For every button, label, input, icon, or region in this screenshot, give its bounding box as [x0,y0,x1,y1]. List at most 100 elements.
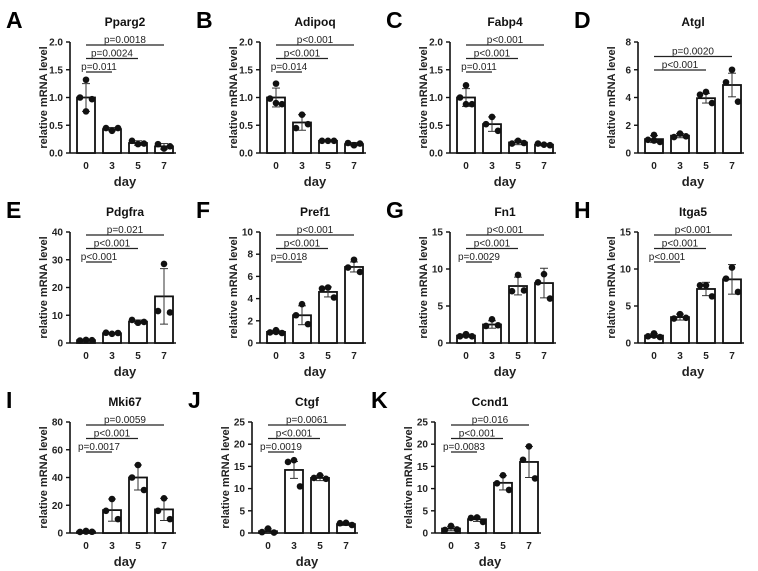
x-tick-label: 7 [161,161,167,172]
data-point [650,332,658,339]
p-value-label: p=0.0024 [91,49,133,60]
y-tick-label: 1.0 [429,93,443,104]
p-value-label: p<0.001 [649,252,686,263]
y-tick-label: 0 [625,339,631,350]
data-point [140,140,148,147]
data-point [520,287,528,294]
data-point [154,307,162,315]
x-tick-label: 5 [703,351,709,362]
y-tick-label: 0 [57,529,63,540]
data-point [493,479,501,487]
data-point [514,271,522,279]
x-tick-label: 7 [541,351,547,362]
y-tick-label: 0 [625,149,631,160]
y-axis-label: relative mRNA level [403,426,415,528]
x-tick-label: 3 [291,541,297,552]
p-value-label: p<0.001 [675,225,712,236]
data-point [676,310,684,318]
x-tick-label: 0 [273,351,279,362]
panel-e: E Pdgfra relative mRNA level day 0 10 20 30 40 0 3… [6,197,176,379]
data-point [134,140,142,148]
x-axis-label: day [682,364,705,379]
x-axis-label: day [296,554,319,569]
y-tick-label: 15 [432,228,444,239]
data-point [473,514,481,521]
data-point [160,260,168,268]
data-point [494,127,502,135]
y-tick-label: 10 [432,265,444,276]
p-value-label: p=0.0019 [260,442,302,453]
data-point [456,333,464,340]
data-point [88,95,96,103]
data-point [462,81,470,89]
data-point [508,287,516,295]
data-point [166,515,174,523]
y-tick-label: 10 [242,228,254,239]
data-point [166,309,174,316]
y-tick-label: 20 [234,440,246,451]
p-value-label: p<0.001 [474,239,511,250]
x-tick-label: 3 [474,541,480,552]
data-point [264,525,272,532]
data-point [108,330,116,338]
x-tick-label: 7 [526,541,532,552]
panel-f: F Pref1 relative mRNA level day 0 2 4 6 8 10 0 3 5 7 p… [196,197,366,379]
y-tick-label: 0.0 [239,149,253,160]
data-point [682,314,690,322]
panel-a: A Pparg2 relative mRNA level day 0.0 0.5 1.0 1.… [6,7,176,189]
data-point [266,329,274,336]
data-point [670,315,678,322]
data-point [650,131,658,139]
x-tick-label: 7 [541,161,547,172]
data-point [88,336,96,344]
panel-letter: B [196,7,213,33]
p-value-label: p=0.0059 [104,415,146,426]
data-point [546,141,554,149]
data-point [488,113,496,121]
data-point [296,483,304,490]
p-value-label: p<0.001 [81,252,118,263]
y-tick-label: 15 [620,228,632,239]
panel-title: Ctgf [295,395,320,409]
y-axis-label: relative mRNA level [606,236,618,338]
data-point [488,316,496,323]
x-tick-label: 3 [489,351,495,362]
data-point [76,94,84,101]
data-point [336,519,344,527]
y-tick-label: 2 [625,121,631,132]
x-tick-label: 7 [351,351,357,362]
y-axis-label: relative mRNA level [418,46,430,148]
p-value-label: p<0.001 [474,49,511,60]
data-point [76,337,84,344]
y-tick-label: 5 [437,302,443,313]
data-point [128,316,136,324]
data-point [102,124,110,132]
panel-title: Itga5 [679,205,707,219]
data-point [160,145,168,152]
x-tick-label: 5 [515,351,521,362]
data-point [108,127,116,135]
y-tick-label: 2.0 [49,38,63,49]
y-tick-label: 0 [57,339,63,350]
y-tick-label: 15 [234,462,246,473]
data-point [453,526,461,533]
y-tick-label: 0 [239,529,245,540]
x-tick-label: 7 [161,351,167,362]
data-point [82,336,90,344]
data-point [482,322,490,330]
data-point [534,279,542,286]
x-tick-label: 5 [703,161,709,172]
y-tick-label: 1.5 [49,65,63,76]
data-point [482,120,490,128]
data-point [108,495,116,503]
y-tick-label: 2 [247,316,253,327]
data-point [324,284,332,291]
data-point [462,332,470,339]
p-value-label: p<0.001 [297,35,334,46]
p-value-label: p<0.001 [297,225,334,236]
data-point [540,141,548,148]
data-point [525,443,533,450]
x-tick-label: 5 [135,351,141,362]
panel-title: Ccnd1 [472,395,509,409]
y-tick-label: 10 [234,484,246,495]
